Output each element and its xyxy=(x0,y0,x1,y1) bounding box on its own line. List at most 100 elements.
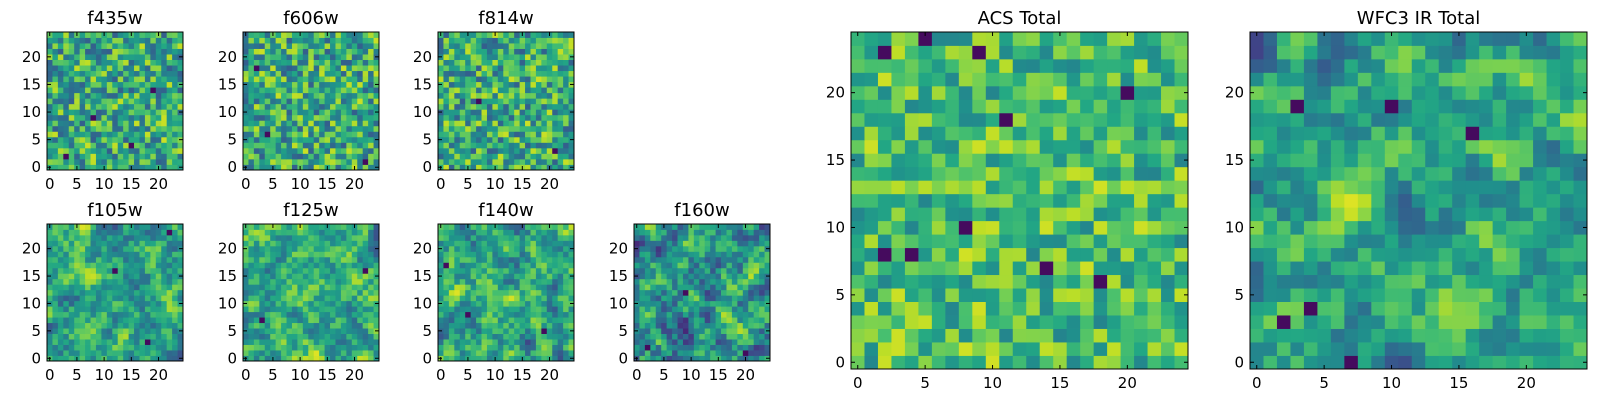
heatmap-cell xyxy=(243,251,249,258)
heatmap-cell xyxy=(362,37,369,44)
heatmap-cell xyxy=(454,65,461,72)
heatmap-cell xyxy=(335,98,342,105)
heatmap-cell xyxy=(541,355,548,362)
heatmap-cell xyxy=(63,158,70,165)
heatmap-cell xyxy=(864,328,879,343)
heatmap-cell xyxy=(568,256,575,263)
heatmap-cell xyxy=(693,273,700,280)
heatmap-cell xyxy=(373,32,380,38)
x-tick-label: 15 xyxy=(513,366,532,384)
heatmap-cell xyxy=(150,322,157,329)
heatmap-cell xyxy=(525,125,531,132)
heatmap-cell xyxy=(639,273,646,280)
heatmap-cell xyxy=(144,48,151,55)
heatmap-cell xyxy=(95,284,102,291)
heatmap-cell xyxy=(552,333,559,340)
heatmap-cell xyxy=(286,295,293,302)
x-tick-label: 5 xyxy=(463,366,473,384)
heatmap-cell xyxy=(563,350,569,356)
heatmap-cell xyxy=(465,278,472,285)
heatmap-cell xyxy=(535,125,542,132)
heatmap-cell xyxy=(454,328,461,334)
heatmap-cell xyxy=(291,87,298,94)
heatmap-cell xyxy=(313,76,320,83)
heatmap-cell xyxy=(672,328,678,334)
x-tick-label: 15 xyxy=(318,366,337,384)
heatmap-cell xyxy=(541,114,548,121)
heatmap-cell xyxy=(503,65,510,72)
heatmap-cell xyxy=(742,240,749,247)
heatmap-cell xyxy=(68,158,75,165)
heatmap-cell xyxy=(465,109,472,116)
heatmap-cell xyxy=(259,289,266,296)
heatmap-cell xyxy=(688,284,695,291)
heatmap-cell xyxy=(568,311,575,318)
heatmap-cell xyxy=(281,54,287,60)
heatmap-cell xyxy=(281,273,287,280)
heatmap-cell xyxy=(448,37,455,44)
heatmap-cell xyxy=(313,295,320,302)
heatmap-cell xyxy=(1039,261,1054,276)
heatmap-cell xyxy=(297,70,304,77)
heatmap-cell xyxy=(753,289,760,296)
heatmap-cell xyxy=(259,76,266,83)
heatmap-cell xyxy=(470,256,477,263)
heatmap-cell xyxy=(264,251,271,258)
heatmap-cell xyxy=(128,98,135,105)
heatmap-cell xyxy=(144,54,151,60)
heatmap-cell xyxy=(557,240,564,247)
heatmap-cell xyxy=(368,98,374,105)
heatmap-cell xyxy=(373,59,380,66)
heatmap-cell xyxy=(731,267,738,274)
heatmap-cell xyxy=(492,333,499,340)
heatmap-cell xyxy=(123,251,129,258)
heatmap-cell xyxy=(79,43,86,49)
heatmap-cell xyxy=(117,344,124,351)
heatmap-cell xyxy=(726,251,733,258)
heatmap-cell xyxy=(481,284,488,291)
heatmap-cell xyxy=(710,267,716,274)
heatmap-cell xyxy=(661,240,668,247)
heatmap-cell xyxy=(128,131,135,138)
heatmap-cell xyxy=(79,295,86,302)
heatmap-cell xyxy=(253,109,260,116)
heatmap-cell xyxy=(492,114,499,121)
heatmap-cell xyxy=(74,339,81,345)
heatmap-cell xyxy=(443,295,450,302)
heatmap-cell xyxy=(308,311,315,318)
heatmap-cell xyxy=(1161,166,1175,181)
heatmap-cell xyxy=(634,339,640,345)
heatmap-cell xyxy=(759,355,765,362)
heatmap-cell xyxy=(330,355,336,362)
heatmap-cell xyxy=(90,284,97,291)
heatmap-cell xyxy=(454,103,461,110)
heatmap-cell xyxy=(438,76,444,83)
heatmap-cell xyxy=(340,32,347,38)
heatmap-cell xyxy=(155,109,162,116)
heatmap-cell xyxy=(68,355,75,362)
heatmap-cell xyxy=(661,229,668,236)
heatmap-cell xyxy=(324,76,331,83)
heatmap-cell xyxy=(459,98,466,105)
heatmap-cell xyxy=(52,284,59,291)
heatmap-cell xyxy=(497,59,504,66)
heatmap-cell xyxy=(166,333,173,340)
heatmap-cell xyxy=(693,267,700,274)
heatmap-cell xyxy=(319,136,325,143)
heatmap-cell xyxy=(270,70,277,77)
heatmap-cell xyxy=(248,76,255,83)
heatmap-cell xyxy=(275,311,282,318)
heatmap-cell xyxy=(253,224,260,230)
heatmap-cell xyxy=(335,32,342,38)
heatmap-cell xyxy=(117,262,124,269)
heatmap-cell xyxy=(519,267,526,274)
heatmap-cell xyxy=(541,125,548,132)
heatmap-cell xyxy=(259,224,266,230)
heatmap-cell xyxy=(324,103,331,110)
heatmap-cell xyxy=(368,339,374,345)
heatmap-cell xyxy=(264,300,271,307)
heatmap-cell xyxy=(275,59,282,66)
heatmap-cell xyxy=(497,262,504,269)
heatmap-cell xyxy=(134,158,140,165)
